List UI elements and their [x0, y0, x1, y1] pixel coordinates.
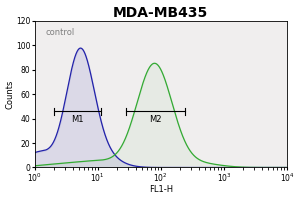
Text: M1: M1	[71, 115, 83, 124]
Y-axis label: Counts: Counts	[6, 79, 15, 109]
Text: M2: M2	[149, 115, 162, 124]
X-axis label: FL1-H: FL1-H	[149, 185, 173, 194]
Text: control: control	[46, 28, 75, 37]
Title: MDA-MB435: MDA-MB435	[113, 6, 208, 20]
